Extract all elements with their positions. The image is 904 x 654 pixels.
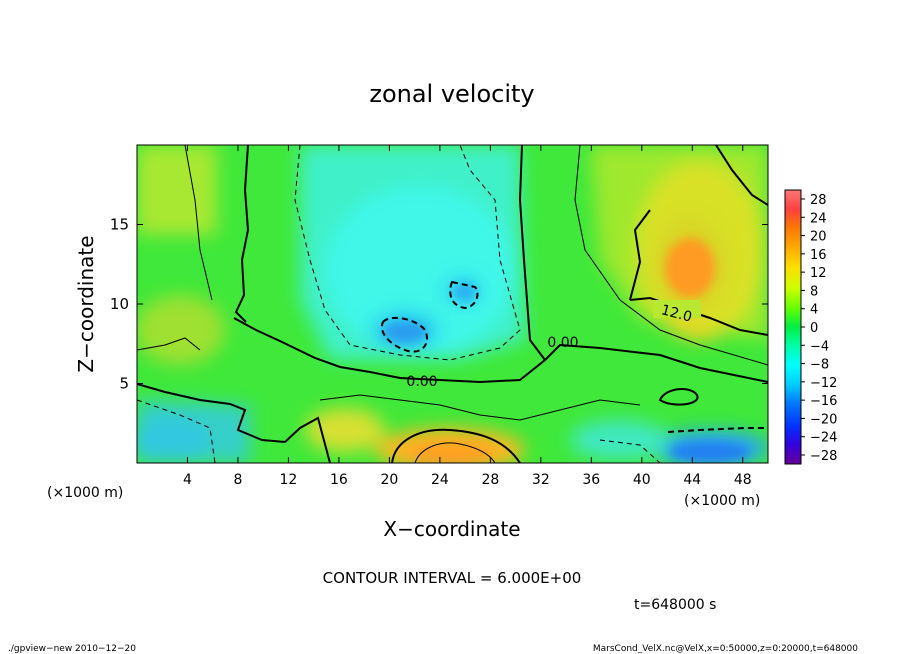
x-tick-label: 8 bbox=[233, 472, 242, 488]
colorbar-label: −4 bbox=[810, 339, 829, 354]
chart-title: zonal velocity bbox=[369, 80, 534, 108]
x-tick-label: 36 bbox=[582, 472, 600, 488]
x-tick-label: 12 bbox=[280, 472, 298, 488]
colorbar-label: −28 bbox=[810, 449, 837, 464]
contour-label-bg bbox=[653, 300, 701, 318]
colorbar-label: 8 bbox=[810, 284, 818, 299]
x-unit-right: (×1000 m) bbox=[684, 493, 760, 509]
colorbar-label: 12 bbox=[810, 266, 827, 281]
colorbar-ticks: 28 24 20 16 12 8 4 0 −4 −8 −12 −16 −20 −24 −28 bbox=[801, 193, 837, 464]
contour-label-group: 12.0 0.00 0.00 bbox=[406, 300, 701, 390]
contour-label: 0.00 bbox=[406, 374, 437, 390]
colorbar-label: 0 bbox=[810, 321, 818, 336]
contour-label: 12.0 bbox=[659, 302, 693, 326]
y-axis-label: Z−coordinate bbox=[74, 235, 98, 372]
x-tick-label: 28 bbox=[481, 472, 499, 488]
x-unit-left: (×1000 m) bbox=[47, 485, 123, 501]
contour-label: 0.00 bbox=[547, 335, 578, 351]
y-axis: 5 10 15 bbox=[110, 216, 768, 393]
colorbar-label: −12 bbox=[810, 376, 837, 391]
time-label: t=648000 s bbox=[634, 597, 716, 613]
x-tick-label: 48 bbox=[734, 472, 752, 488]
y-tick-label: 15 bbox=[110, 216, 129, 234]
colorbar-label: −20 bbox=[810, 412, 837, 427]
x-tick-label: 20 bbox=[380, 472, 398, 488]
x-axis: 4 8 12 16 20 24 28 32 36 40 44 48 bbox=[183, 145, 752, 488]
colorbar-label: −16 bbox=[810, 394, 837, 409]
colorbar-frame bbox=[784, 189, 802, 465]
x-tick-label: 24 bbox=[431, 472, 449, 488]
x-tick-label: 40 bbox=[633, 472, 651, 488]
footer-right: MarsCond_VelX.nc@VelX,x=0:50000,z=0:2000… bbox=[593, 644, 858, 654]
colorbar-label: −24 bbox=[810, 431, 837, 446]
colorbar-label: 20 bbox=[810, 230, 827, 245]
x-tick-label: 32 bbox=[532, 472, 550, 488]
colorbar-label: 4 bbox=[810, 303, 818, 318]
colorbar-label: 28 bbox=[810, 193, 827, 208]
y-tick-label: 10 bbox=[110, 295, 129, 313]
colorbar bbox=[785, 190, 801, 464]
x-tick-label: 4 bbox=[183, 472, 192, 488]
colorbar-label: −8 bbox=[810, 358, 829, 373]
contour-lines bbox=[137, 145, 768, 463]
colorbar-label: 24 bbox=[810, 211, 827, 226]
contour-interval: CONTOUR INTERVAL = 6.000E+00 bbox=[323, 569, 582, 587]
x-axis-label: X−coordinate bbox=[383, 517, 520, 541]
x-tick-label: 16 bbox=[330, 472, 348, 488]
x-tick-label: 44 bbox=[683, 472, 701, 488]
y-tick-label: 5 bbox=[119, 375, 129, 393]
footer-left: ./gpview−new 2010−12−20 bbox=[8, 644, 136, 654]
colorbar-label: 16 bbox=[810, 248, 827, 263]
